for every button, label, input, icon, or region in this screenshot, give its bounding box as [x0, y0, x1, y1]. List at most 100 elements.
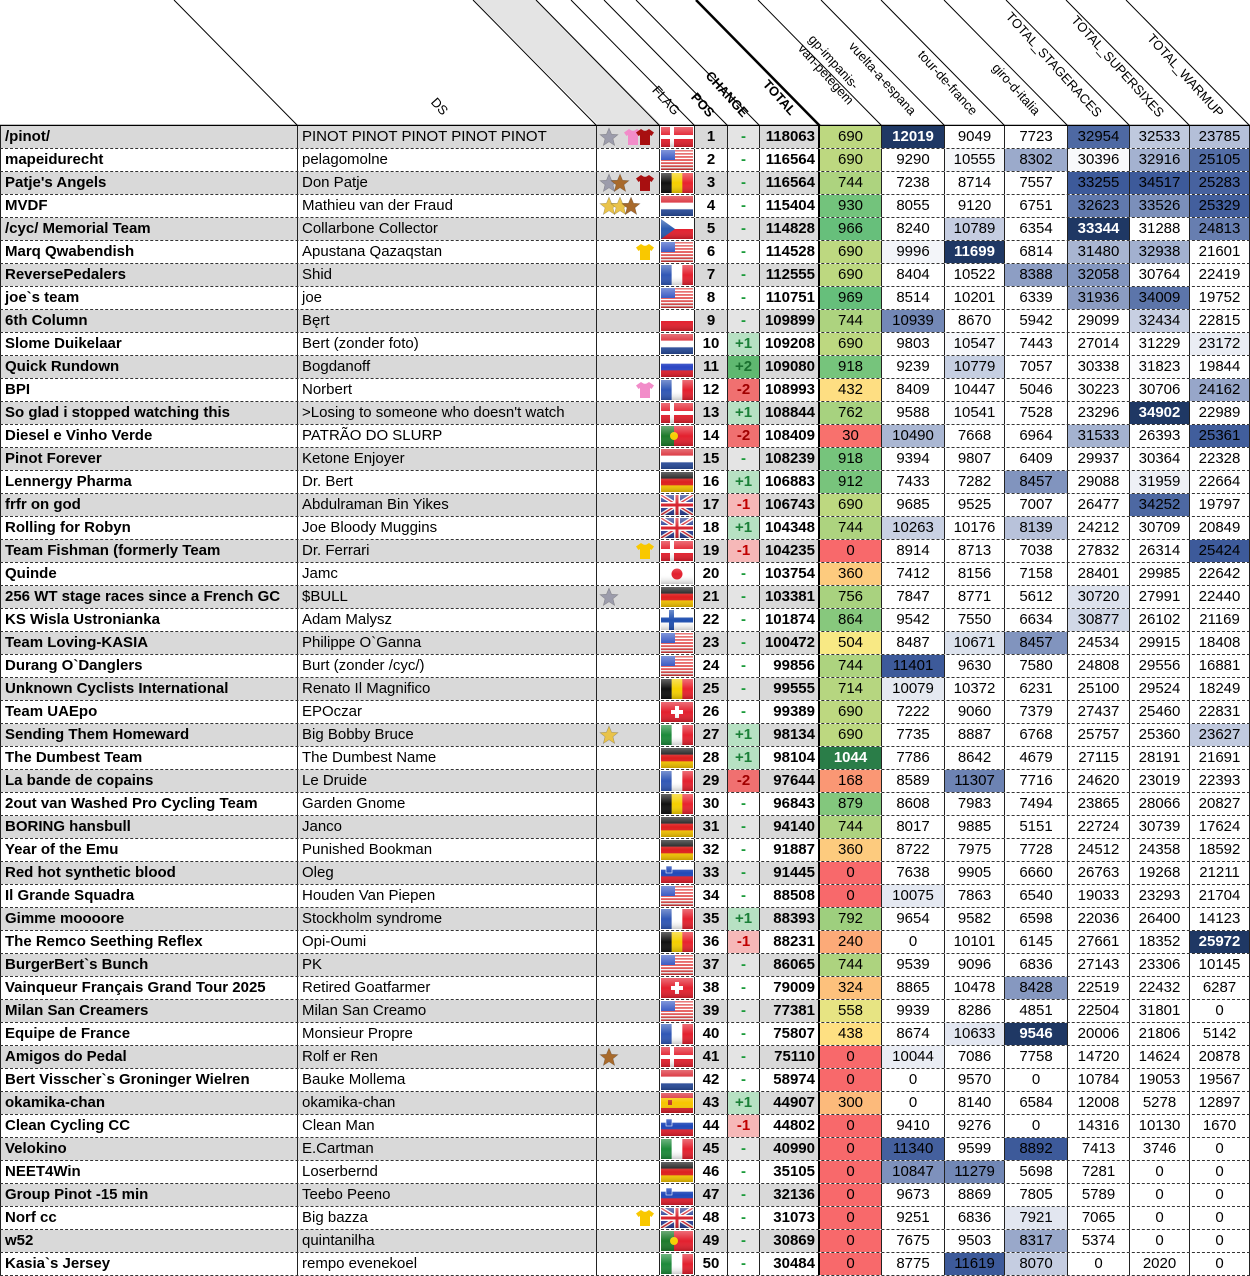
team-name-cell[interactable]: BORING hansbull — [0, 816, 298, 838]
table-row[interactable]: Unknown Cyclists International Renato Il … — [0, 678, 1250, 701]
table-row[interactable]: Amigos do Pedal Rolf er Ren 41-75110 0 10044… — [0, 1046, 1250, 1069]
table-row[interactable]: joe`s team joe 8-110751 969 8514 10201 6339 319… — [0, 287, 1250, 310]
ds-name-cell[interactable]: Punished Bookman — [298, 839, 597, 861]
team-name-cell[interactable]: BPI — [0, 379, 298, 401]
ds-name-cell[interactable]: Renato Il Magnifico — [298, 678, 597, 700]
ds-name-cell[interactable]: Retired Goatfarmer — [298, 977, 597, 999]
team-name-cell[interactable]: The Dumbest Team — [0, 747, 298, 769]
ds-name-cell[interactable]: Jamc — [298, 563, 597, 585]
team-name-cell[interactable]: Equipe de France — [0, 1023, 298, 1045]
table-row[interactable]: Quinde Jamc 20-103754 360 7412 8156 7158 28401 2… — [0, 563, 1250, 586]
ds-name-cell[interactable]: Collarbone Collector — [298, 218, 597, 240]
team-name-cell[interactable]: Il Grande Squadra — [0, 885, 298, 907]
team-name-cell[interactable]: Quick Rundown — [0, 356, 298, 378]
team-name-cell[interactable]: Bert Visscher`s Groninger Wielren — [0, 1069, 298, 1091]
ds-name-cell[interactable]: Apustana Qazaqstan — [298, 241, 597, 263]
ds-name-cell[interactable]: >Losing to someone who doesn't watch — [298, 402, 597, 424]
team-name-cell[interactable]: /pinot/ — [0, 126, 298, 148]
team-name-cell[interactable]: Quinde — [0, 563, 298, 585]
team-name-cell[interactable]: Kasia`s Jersey — [0, 1253, 298, 1275]
team-name-cell[interactable]: Marq Qwabendish — [0, 241, 298, 263]
table-row[interactable]: Red hot synthetic blood Oleg 33-91445 0 7638… — [0, 862, 1250, 885]
table-row[interactable]: Vainqueur Français Grand Tour 2025 Retire… — [0, 977, 1250, 1000]
table-row[interactable]: mapeidurecht pelagomolne 2-116564 690 9290 10… — [0, 149, 1250, 172]
ds-name-cell[interactable]: PK — [298, 954, 597, 976]
team-name-cell[interactable]: Year of the Emu — [0, 839, 298, 861]
table-row[interactable]: Kasia`s Jersey rempo evenekoel 50-30484 0 87… — [0, 1253, 1250, 1276]
ds-name-cell[interactable]: Loserbernd — [298, 1161, 597, 1183]
table-row[interactable]: NEET4Win Loserbernd 46-35105 0 10847 11279 569… — [0, 1161, 1250, 1184]
table-row[interactable]: Pinot Forever Ketone Enjoyer 15-108239 918 9… — [0, 448, 1250, 471]
ds-name-cell[interactable]: Stockholm syndrome — [298, 908, 597, 930]
table-row[interactable]: Rolling for Robyn Joe Bloody Muggins 18 +1 1… — [0, 517, 1250, 540]
table-row[interactable]: okamika-chan okamika-chan 43 +1 44907 300 0 814… — [0, 1092, 1250, 1115]
team-name-cell[interactable]: Team Fishman (formerly Team — [0, 540, 298, 562]
ds-name-cell[interactable]: Opi-Oumi — [298, 931, 597, 953]
table-row[interactable]: Milan San Creamers Milan San Creamo 39-773… — [0, 1000, 1250, 1023]
ds-name-cell[interactable]: Bogdanoff — [298, 356, 597, 378]
ds-name-cell[interactable]: Janco — [298, 816, 597, 838]
table-row[interactable]: MVDF Mathieu van der Fraud 4-115404 930 8055… — [0, 195, 1250, 218]
team-name-cell[interactable]: okamika-chan — [0, 1092, 298, 1114]
table-row[interactable]: 6th Column Bęrt 9-109899 744 10939 8670 5942 29… — [0, 310, 1250, 333]
team-name-cell[interactable]: 6th Column — [0, 310, 298, 332]
table-row[interactable]: Velokino E.Cartman 45-40990 0 11340 9599 8892 7… — [0, 1138, 1250, 1161]
ds-name-cell[interactable]: Garden Gnome — [298, 793, 597, 815]
table-row[interactable]: Lennergy Pharma Dr. Bert 16 +1 106883 912 7433… — [0, 471, 1250, 494]
table-row[interactable]: La bande de copains Le Druide 29 -2 97644 168… — [0, 770, 1250, 793]
ds-name-cell[interactable]: Bęrt — [298, 310, 597, 332]
table-row[interactable]: Team Fishman (formerly Team Dr. Ferrari 19… — [0, 540, 1250, 563]
team-name-cell[interactable]: The Remco Seething Reflex — [0, 931, 298, 953]
team-name-cell[interactable]: Norf cc — [0, 1207, 298, 1229]
ds-name-cell[interactable]: Teebo Peeno — [298, 1184, 597, 1206]
team-name-cell[interactable]: /cyc/ Memorial Team — [0, 218, 298, 240]
ds-name-cell[interactable]: Ketone Enjoyer — [298, 448, 597, 470]
table-row[interactable]: Norf cc Big bazza 48-31073 0 9251 6836 7921 706… — [0, 1207, 1250, 1230]
team-name-cell[interactable]: MVDF — [0, 195, 298, 217]
ds-name-cell[interactable]: Rolf er Ren — [298, 1046, 597, 1068]
table-row[interactable]: frfr on god Abdulraman Bin Yikes 17 -1 10674… — [0, 494, 1250, 517]
ds-name-cell[interactable]: Houden Van Piepen — [298, 885, 597, 907]
team-name-cell[interactable]: Durang O`Danglers — [0, 655, 298, 677]
ds-name-cell[interactable]: Burt (zonder /cyc/) — [298, 655, 597, 677]
team-name-cell[interactable]: Vainqueur Français Grand Tour 2025 — [0, 977, 298, 999]
table-row[interactable]: The Remco Seething Reflex Opi-Oumi 36 -1 882… — [0, 931, 1250, 954]
table-row[interactable]: Group Pinot -15 min Teebo Peeno 47-32136 0 9… — [0, 1184, 1250, 1207]
table-row[interactable]: Bert Visscher`s Groninger Wielren Bauke M… — [0, 1069, 1250, 1092]
table-row[interactable]: Gimme moooore Stockholm syndrome 35 +1 88393… — [0, 908, 1250, 931]
ds-name-cell[interactable]: Monsieur Propre — [298, 1023, 597, 1045]
table-row[interactable]: Clean Cycling CC Clean Man 44 -1 44802 0 9410 9… — [0, 1115, 1250, 1138]
team-name-cell[interactable]: Velokino — [0, 1138, 298, 1160]
team-name-cell[interactable]: Patje's Angels — [0, 172, 298, 194]
ds-name-cell[interactable]: Le Druide — [298, 770, 597, 792]
team-name-cell[interactable]: ReversePedalers — [0, 264, 298, 286]
team-name-cell[interactable]: NEET4Win — [0, 1161, 298, 1183]
table-row[interactable]: So glad i stopped watching this >Losing t… — [0, 402, 1250, 425]
table-row[interactable]: Team Loving-KASIA Philippe O`Ganna 23-1004… — [0, 632, 1250, 655]
team-name-cell[interactable]: w52 — [0, 1230, 298, 1252]
ds-name-cell[interactable]: Adam Malysz — [298, 609, 597, 631]
ds-name-cell[interactable]: Clean Man — [298, 1115, 597, 1137]
team-name-cell[interactable]: Clean Cycling CC — [0, 1115, 298, 1137]
ds-name-cell[interactable]: Abdulraman Bin Yikes — [298, 494, 597, 516]
ds-name-cell[interactable]: pelagomolne — [298, 149, 597, 171]
team-name-cell[interactable]: KS Wisla Ustronianka — [0, 609, 298, 631]
ds-name-cell[interactable]: PINOT PINOT PINOT PINOT PINOT — [298, 126, 597, 148]
table-row[interactable]: ReversePedalers Shid 7-112555 690 8404 10522 8… — [0, 264, 1250, 287]
table-row[interactable]: w52 quintanilha 49-30869 0 7675 9503 8317 5374 0… — [0, 1230, 1250, 1253]
ds-name-cell[interactable]: quintanilha — [298, 1230, 597, 1252]
table-row[interactable]: Durang O`Danglers Burt (zonder /cyc/) 24-9… — [0, 655, 1250, 678]
table-row[interactable]: Team UAEpo EPOczar 26-99389 690 7222 9060 7379… — [0, 701, 1250, 724]
ds-name-cell[interactable]: Dr. Bert — [298, 471, 597, 493]
team-name-cell[interactable]: Milan San Creamers — [0, 1000, 298, 1022]
table-row[interactable]: BurgerBert`s Bunch PK 37-86065 744 9539 9096 6… — [0, 954, 1250, 977]
team-name-cell[interactable]: 2out van Washed Pro Cycling Team — [0, 793, 298, 815]
team-name-cell[interactable]: Gimme moooore — [0, 908, 298, 930]
team-name-cell[interactable]: Unknown Cyclists International — [0, 678, 298, 700]
table-row[interactable]: Equipe de France Monsieur Propre 40-75807 4… — [0, 1023, 1250, 1046]
table-row[interactable]: /cyc/ Memorial Team Collarbone Collector 5… — [0, 218, 1250, 241]
ds-name-cell[interactable]: Norbert — [298, 379, 597, 401]
ds-name-cell[interactable]: Milan San Creamo — [298, 1000, 597, 1022]
table-row[interactable]: BORING hansbull Janco 31-94140 744 8017 9885 5… — [0, 816, 1250, 839]
table-row[interactable]: Diesel e Vinho Verde PATRÃO DO SLURP 14 -2 1… — [0, 425, 1250, 448]
